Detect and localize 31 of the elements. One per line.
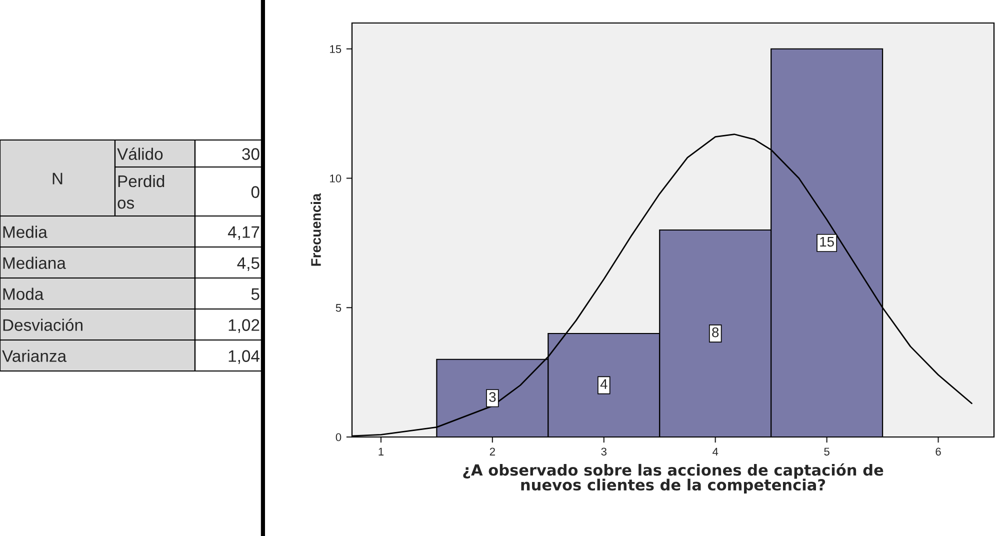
x-tick-label: 2	[490, 448, 495, 456]
text: Moda	[3, 288, 44, 300]
data-label: 3	[489, 392, 496, 402]
data-label: 8	[712, 327, 719, 338]
text: 1,02	[228, 319, 260, 333]
y-tick-label: 0	[336, 433, 342, 442]
y-axis-title: Frecuencia	[310, 193, 321, 266]
y-tick-label: 10	[330, 174, 342, 182]
text: Válido	[117, 148, 163, 160]
x-axis-title: ¿A observado sobre las acciones de captación de nuevos clientes de la competencia?	[463, 463, 884, 494]
text: Perdidos	[118, 174, 164, 209]
y-tick-label: 5	[336, 304, 342, 312]
text: 1,04	[228, 350, 260, 364]
text: Desviación	[3, 318, 82, 331]
text: Mediana	[3, 256, 66, 269]
text: N	[52, 172, 62, 184]
y-tick-label: 15	[330, 45, 342, 54]
text: Media	[3, 226, 48, 238]
x-tick-label: 5	[824, 448, 830, 456]
text: 5	[251, 288, 260, 300]
text: 4,5	[237, 257, 260, 271]
text: Varianza	[2, 350, 67, 362]
x-tick-label: 6	[936, 448, 941, 456]
x-tick-label: 4	[712, 448, 718, 456]
text: 30	[242, 148, 260, 160]
text: 4,17	[228, 226, 260, 240]
data-label: 15	[820, 236, 834, 247]
x-tick-label: 3	[601, 448, 606, 456]
data-label: 4	[600, 379, 608, 389]
x-tick-label: 1	[378, 448, 384, 456]
text: 0	[251, 186, 260, 198]
